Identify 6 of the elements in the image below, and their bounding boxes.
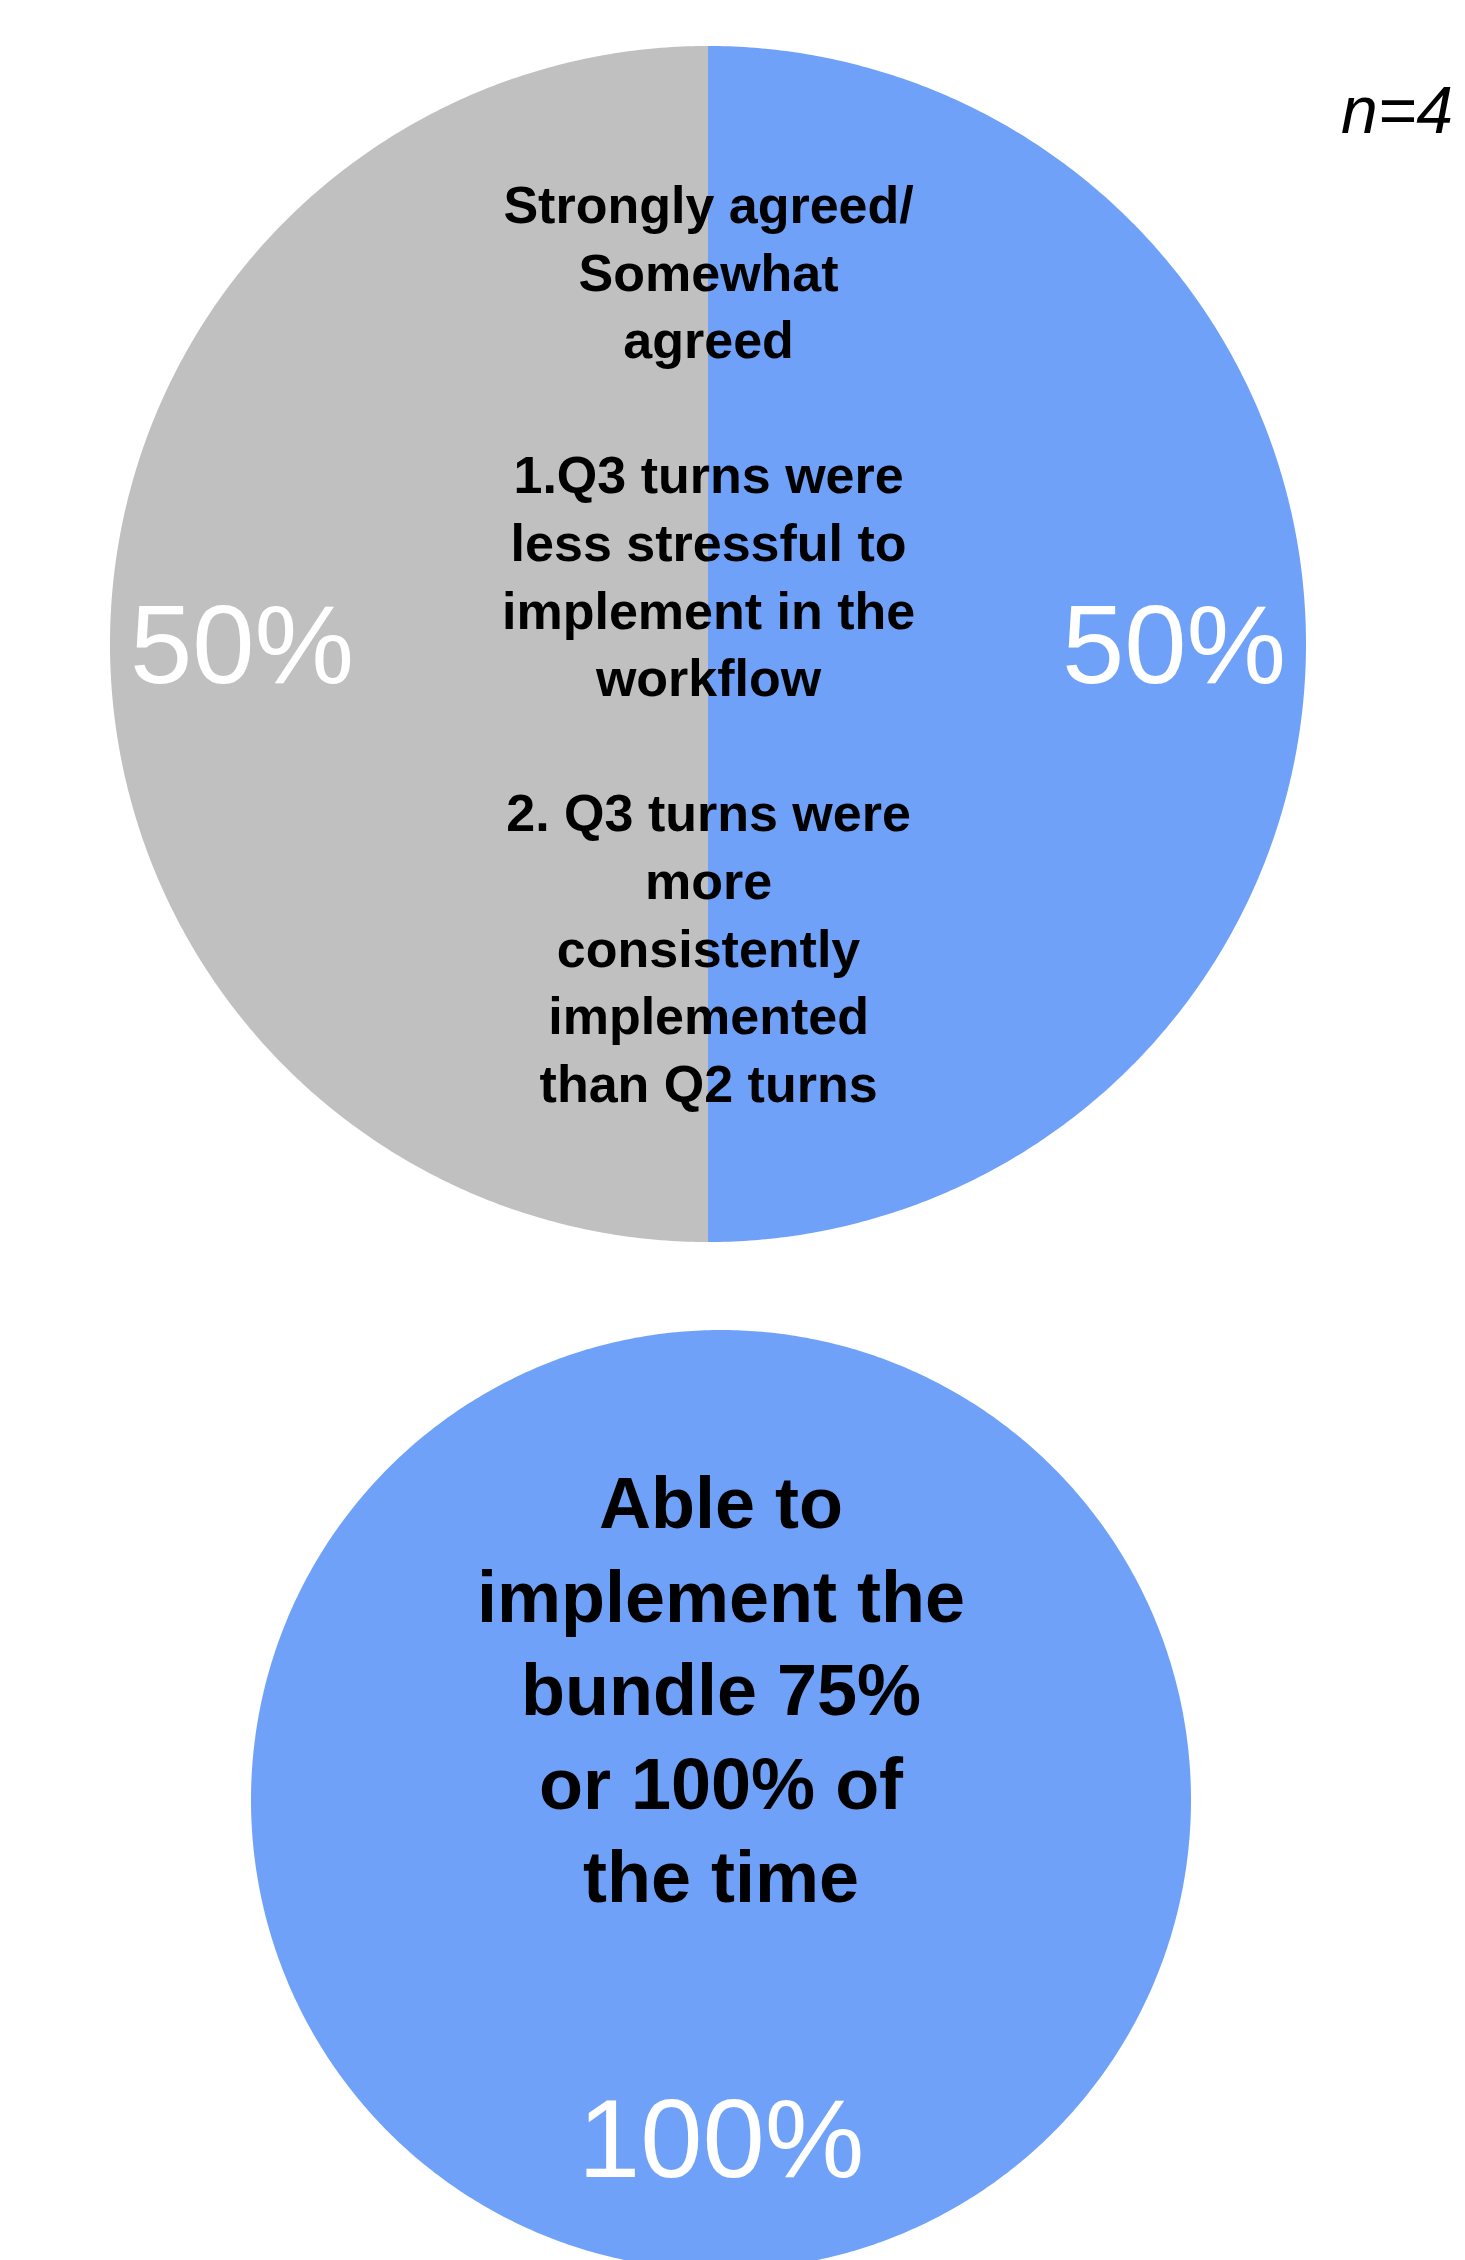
- data-label: 50%: [1062, 582, 1287, 707]
- data-label: 100%: [578, 2076, 865, 2201]
- text: n=4: [1341, 73, 1453, 147]
- text: Able to implement the bundle 75% or 100% of the time: [477, 1463, 966, 1918]
- data-label: 50%: [130, 582, 355, 707]
- text: Strongly agreed/ Somewhat agreed 1.Q3 turns were less stressful to implement in the workflow 2. Q3 turns were more consistently implemented than Q2 turns: [502, 176, 916, 1113]
